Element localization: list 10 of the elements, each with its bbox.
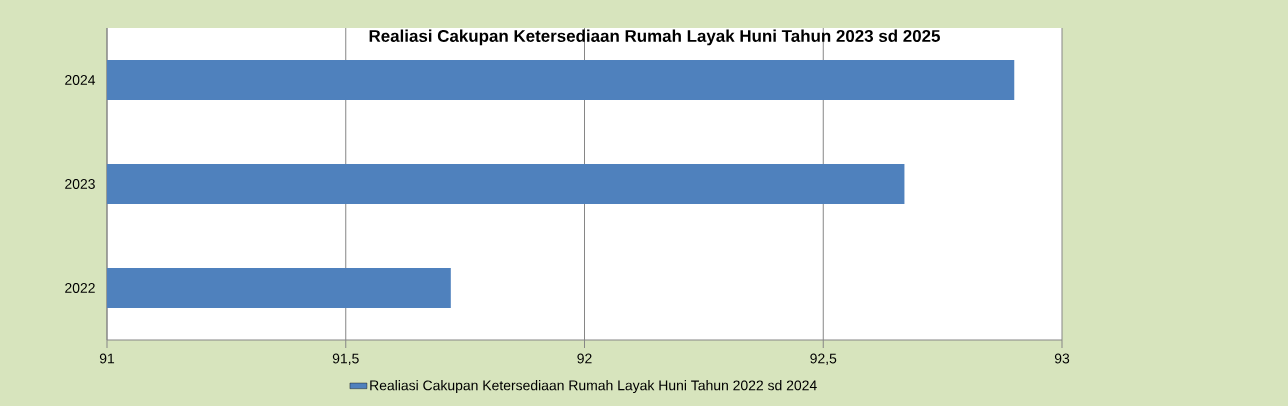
x-tick-label: 93 (1054, 353, 1070, 364)
y-tick-label: 2023 (65, 179, 95, 189)
x-tick-label: 91,5 (332, 353, 359, 366)
x-tick-label: 92 (577, 353, 592, 364)
x-tick-label: 91 (99, 353, 115, 364)
chart-title: Realiasi Cakupan Ketersediaan Rumah Layak Huni Tahun 2023 sd 2025 (369, 29, 940, 46)
x-tick-label: 92,5 (810, 353, 837, 366)
legend-label: Realiasi Cakupan Ketersediaan Rumah Layak Huni Tahun 2022 sd 2024 (370, 380, 817, 394)
y-tick-label: 2022 (65, 283, 95, 293)
y-tick-label: 2024 (65, 75, 96, 85)
